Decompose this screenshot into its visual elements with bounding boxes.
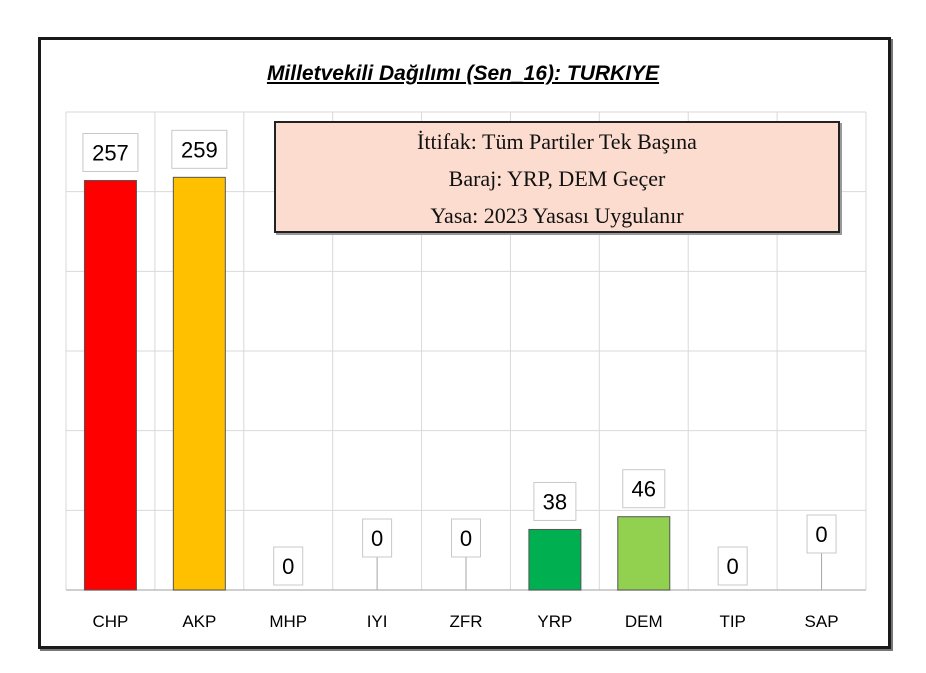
category-label-dem: DEM [625,612,663,631]
category-label-chp: CHP [92,612,128,631]
data-label-sap: 0 [815,522,827,547]
data-label-mhp: 0 [282,554,294,579]
category-label-iyi: IYI [367,612,388,631]
bar-akp [172,176,226,591]
category-label-tip: TIP [719,612,745,631]
data-label-iyi: 0 [371,526,383,551]
bar-dem [617,516,671,591]
data-label-dem: 46 [632,477,656,502]
data-label-tip: 0 [727,554,739,579]
info-law: Yasa: 2023 Yasası Uygulanır [430,203,684,228]
chart-title: Milletvekili Dağılımı (Sen_16): TURKIYE [266,62,660,85]
data-label-box [533,481,577,521]
data-label-box [171,129,228,169]
data-label-box [806,514,837,554]
data-label-box [273,546,304,586]
category-label-mhp: MHP [269,612,307,631]
bar-yrp [528,528,582,591]
data-label-box [717,546,748,586]
data-label-box [451,518,481,558]
data-label-yrp: 38 [543,489,567,514]
info-box: İttifak: Tüm Partiler Tek Başına Baraj: … [274,121,840,233]
category-label-zfr: ZFR [449,612,482,631]
category-label-akp: AKP [182,612,216,631]
info-alliance: İttifak: Tüm Partiler Tek Başına [417,129,697,154]
data-label-box [82,133,139,173]
bar-chp [83,180,137,591]
data-label-chp: 257 [92,141,129,166]
data-label-box [622,469,666,509]
data-label-zfr: 0 [460,526,472,551]
data-label-akp: 259 [181,137,218,162]
category-label-yrp: YRP [537,612,572,631]
category-label-sap: SAP [805,612,839,631]
info-threshold: Baraj: YRP, DEM Geçer [448,166,666,191]
data-label-box [362,518,393,558]
